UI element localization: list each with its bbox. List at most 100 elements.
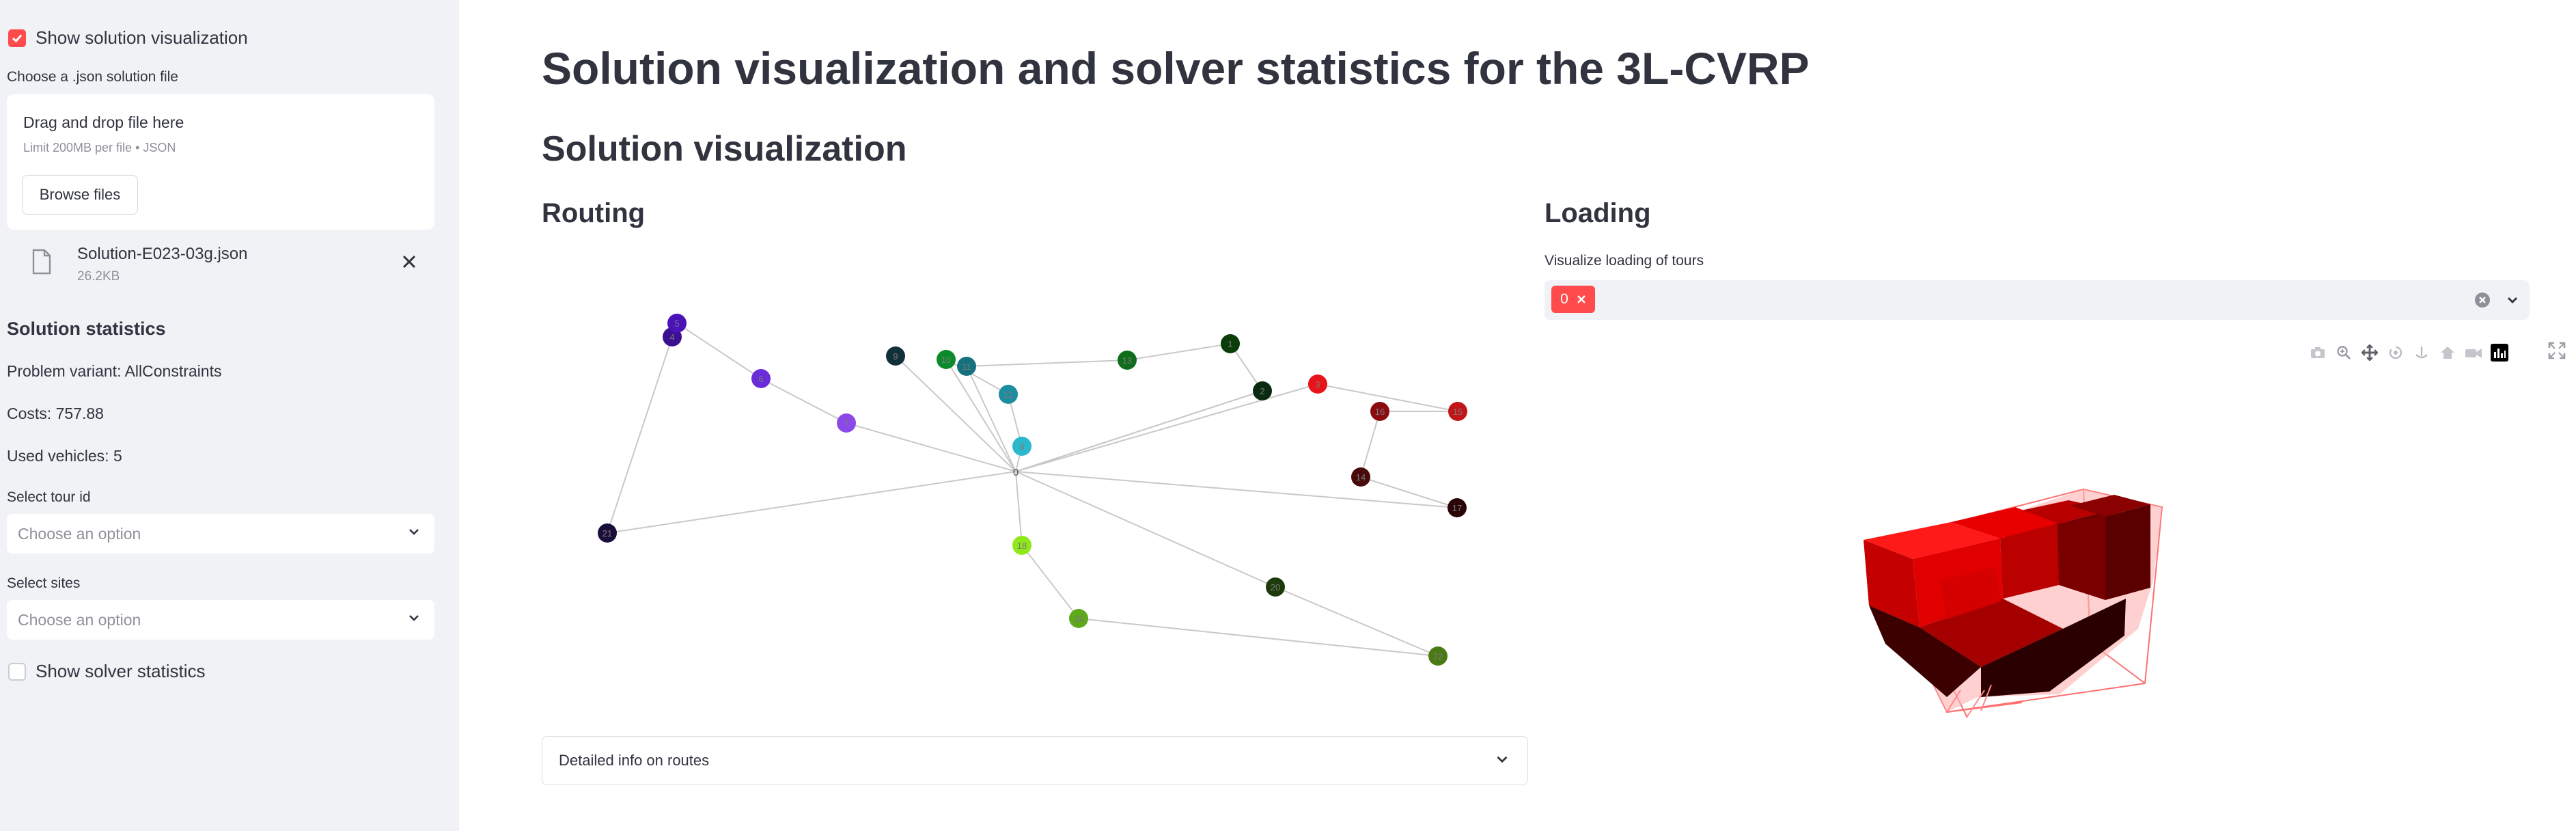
route-node-label: 17 (1452, 503, 1462, 513)
loading-3d-plot[interactable] (1844, 465, 2200, 724)
route-node[interactable]: 22 (1428, 646, 1448, 666)
route-node[interactable]: 10 (937, 350, 956, 369)
route-node-label: 2 (1260, 386, 1264, 396)
zoom-icon[interactable] (2335, 344, 2353, 362)
route-node[interactable]: 1 (1221, 334, 1240, 353)
plotly-logo-icon[interactable] (2491, 344, 2508, 362)
route-node[interactable]: 15 (1448, 402, 1467, 421)
route-node-label: 20 (1271, 582, 1280, 592)
pan-icon[interactable] (2361, 344, 2379, 362)
route-node-marker[interactable] (598, 523, 617, 543)
depot-label: 0 (1013, 467, 1019, 478)
route-edge (607, 336, 673, 534)
route-edge (760, 378, 847, 424)
orbit-icon[interactable] (2387, 344, 2405, 362)
file-dropzone[interactable]: Drag and drop file here Limit 200MB per … (7, 94, 434, 230)
route-node[interactable]: 13 (1118, 351, 1137, 370)
browse-files-button[interactable]: Browse files (22, 175, 138, 215)
route-node-label: 5 (674, 318, 679, 329)
route-node-marker[interactable] (1012, 437, 1031, 456)
route-node[interactable]: 12 (999, 385, 1018, 404)
chevron-down-icon[interactable] (2504, 292, 2521, 308)
chevron-down-icon (409, 529, 419, 535)
route-edge (1015, 471, 1276, 588)
route-node[interactable]: 16 (1370, 402, 1389, 421)
route-edge (895, 355, 1016, 472)
solver-stats-checkbox[interactable]: Show solver statistics (8, 661, 206, 682)
show-visualization-checkbox[interactable]: Show solution visualization (8, 27, 248, 49)
close-icon[interactable] (1577, 295, 1586, 304)
route-details-expander[interactable]: Detailed info on routes (542, 736, 1528, 785)
route-node[interactable]: 2 (1253, 381, 1272, 400)
route-node[interactable]: 7 (837, 413, 856, 433)
route-edge (676, 323, 762, 379)
route-edge (846, 422, 1016, 472)
route-node-marker[interactable] (1253, 381, 1272, 400)
route-node[interactable]: 20 (1266, 577, 1285, 597)
route-node[interactable]: 21 (598, 523, 617, 543)
file-size: 26.2KB (77, 269, 120, 284)
checkbox-checked-icon[interactable] (8, 29, 26, 47)
route-node-marker[interactable] (837, 413, 856, 433)
route-node-label: 6 (758, 374, 763, 384)
route-node-marker[interactable] (1069, 609, 1088, 628)
route-node-marker[interactable] (1221, 334, 1240, 353)
route-node[interactable]: 9 (886, 346, 905, 366)
route-node-marker[interactable] (957, 357, 976, 376)
route-node-marker[interactable] (999, 385, 1018, 404)
page-title: Solution visualization and solver statis… (542, 43, 1810, 94)
turntable-icon[interactable] (2413, 344, 2430, 362)
fullscreen-icon[interactable] (2548, 342, 2566, 359)
route-edge (945, 359, 1016, 472)
route-node[interactable]: 6 (751, 369, 771, 388)
tour-multiselect[interactable]: 0 (1545, 280, 2530, 320)
choose-file-label: Choose a .json solution file (7, 69, 178, 85)
sites-select[interactable]: Choose an option (7, 600, 434, 640)
route-node-marker[interactable] (1370, 402, 1389, 421)
clear-icon[interactable] (2474, 291, 2491, 309)
route-node-marker[interactable] (1351, 467, 1370, 487)
route-node-marker[interactable] (1118, 351, 1137, 370)
close-icon[interactable] (402, 254, 417, 269)
show-visualization-label: Show solution visualization (36, 27, 248, 48)
route-node-marker[interactable] (1428, 646, 1448, 666)
tour-id-placeholder: Choose an option (18, 525, 141, 543)
route-node[interactable]: 17 (1448, 498, 1467, 517)
route-edge (1360, 476, 1458, 508)
route-node-marker[interactable] (751, 369, 771, 388)
route-node[interactable]: 3 (1308, 374, 1327, 394)
route-node[interactable]: 18 (1012, 536, 1031, 555)
route-edge (1275, 586, 1439, 657)
route-node[interactable]: 5 (667, 314, 687, 333)
route-node[interactable]: 11 (957, 357, 976, 376)
route-edge (1126, 343, 1231, 361)
expander-label: Detailed info on routes (559, 752, 710, 769)
route-node[interactable]: 14 (1351, 467, 1370, 487)
route-node-marker[interactable] (1308, 374, 1327, 394)
route-node-marker[interactable] (937, 350, 956, 369)
route-node-marker[interactable] (1012, 536, 1031, 555)
route-node-marker[interactable] (1448, 402, 1467, 421)
visualize-loading-label: Visualize loading of tours (1545, 253, 1704, 269)
checkbox-unchecked-icon[interactable] (8, 662, 26, 681)
home-icon[interactable] (2439, 344, 2456, 362)
route-node-marker[interactable] (886, 346, 905, 366)
route-node[interactable]: 19 (1069, 609, 1088, 628)
costs: Costs: 757.88 (7, 405, 104, 422)
loaded-boxes (1864, 489, 2162, 712)
route-node[interactable]: 8 (1012, 437, 1031, 456)
route-edge (1317, 383, 1458, 412)
route-edge (966, 359, 1128, 367)
section-title: Solution visualization (542, 129, 907, 169)
selected-tag[interactable]: 0 (1551, 286, 1595, 313)
reset-camera-icon[interactable] (2465, 344, 2482, 362)
route-node-marker[interactable] (1448, 498, 1467, 517)
route-edge (1015, 383, 1318, 472)
camera-icon[interactable] (2309, 344, 2327, 362)
route-node-label: 12 (1003, 390, 1013, 400)
sites-label: Select sites (7, 575, 81, 591)
route-node-marker[interactable] (667, 314, 687, 333)
route-node-marker[interactable] (1266, 577, 1285, 597)
tour-id-select[interactable]: Choose an option (7, 514, 434, 554)
